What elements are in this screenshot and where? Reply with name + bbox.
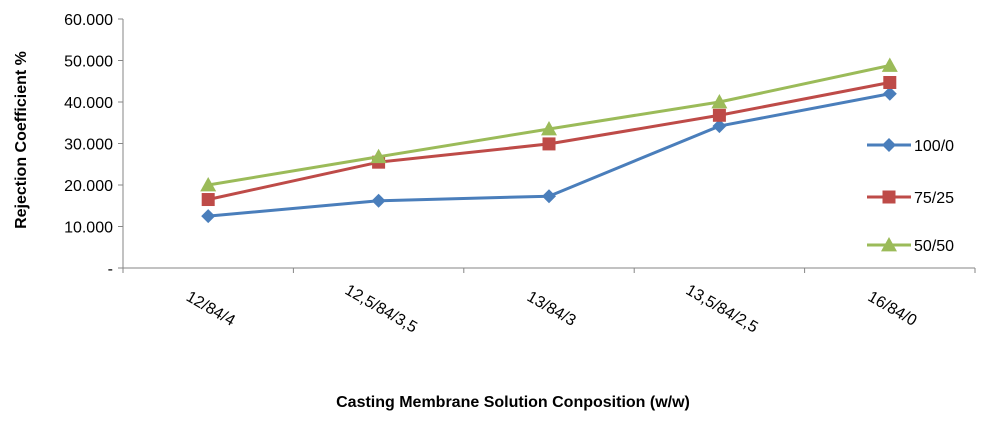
data-point: [201, 209, 216, 224]
series-100-0: [201, 86, 897, 224]
series-layer: [200, 57, 898, 224]
series-75-25: [201, 75, 897, 207]
data-point: [712, 108, 726, 122]
data-point: [711, 94, 728, 109]
data-point: [541, 120, 557, 136]
legend-item: 50/50: [867, 237, 954, 255]
data-point: [542, 137, 556, 151]
legend-label: 100/0: [914, 138, 954, 155]
legend-marker: [882, 190, 896, 204]
y-tick-label: 40.000: [64, 95, 113, 112]
legend-label: 75/25: [914, 190, 954, 207]
data-point: [371, 193, 386, 208]
legend-item: 100/0: [867, 138, 954, 155]
y-axis-title: Rejection Coefficient %: [13, 51, 30, 229]
data-point: [712, 119, 727, 134]
y-tick-label: 30.000: [64, 137, 113, 154]
x-tick-label: 16/84/0: [865, 288, 920, 329]
x-tick-label: 12/84/4: [183, 288, 238, 329]
legend-marker: [881, 237, 897, 252]
axes: - 10.000 20.000 30.000 40.000 50.000 60.000 12/…: [64, 12, 976, 337]
legend-marker: [882, 138, 896, 152]
x-axis-title: Casting Membrane Solution Conposition (w…: [336, 394, 690, 411]
y-tick-label: 60.000: [64, 12, 113, 29]
x-tick-label: 13,5/84/2,5: [683, 282, 761, 337]
y-tick-label: 20.000: [64, 178, 113, 195]
series-50-50: [200, 57, 898, 192]
x-tick-label: 12,5/84/3,5: [342, 282, 420, 337]
y-tick-label: 10.000: [64, 220, 113, 237]
data-point: [881, 57, 898, 72]
data-point: [200, 177, 217, 192]
y-tick-label: -: [108, 261, 113, 278]
x-tick-label: 13/84/3: [524, 288, 579, 329]
legend-label: 50/50: [914, 238, 954, 255]
data-point: [882, 86, 897, 101]
data-point: [883, 75, 897, 89]
y-tick-label: 50.000: [64, 54, 113, 71]
data-point: [370, 148, 387, 164]
legend: 100/0 75/25 50/50: [867, 138, 954, 255]
data-point: [201, 193, 215, 207]
legend-item: 75/25: [867, 190, 954, 207]
data-point: [542, 189, 556, 204]
